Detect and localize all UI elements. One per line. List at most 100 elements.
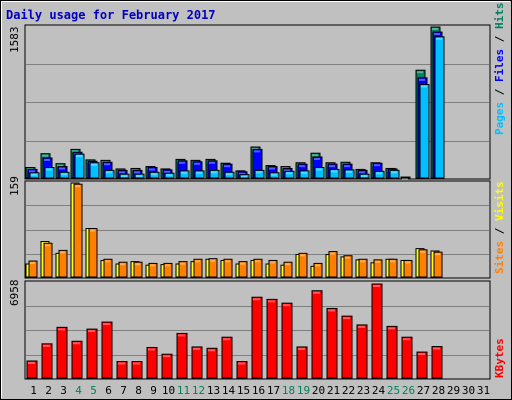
bar-sites-day-1-shine [30, 262, 35, 265]
bar-pages-day-7 [119, 173, 130, 179]
bar-kbytes-day-13 [206, 347, 218, 379]
bar-kbytes-day-16-shine [253, 298, 260, 301]
bar-files-day-23-shine [359, 171, 365, 174]
bar-kbytes-day-16 [251, 296, 263, 379]
bar-sites-day-13-body [208, 258, 218, 278]
bar-files-day-19-shine [299, 165, 305, 168]
bar-sites-day-7-shine [120, 263, 125, 266]
bar-sites-day-19-body [298, 252, 308, 278]
bar-files-day-11-shine [179, 161, 185, 164]
bar-pages-day-15 [239, 174, 250, 179]
bar-kbytes-day-10-body [161, 353, 173, 379]
bar-files-day-21-shine [329, 165, 335, 168]
bar-kbytes-day-5-body [86, 328, 98, 379]
bar-sites-day-21-shine [330, 252, 335, 255]
x-label-day-8: 8 [135, 384, 142, 397]
bar-pages-day-25-body [389, 169, 400, 179]
bar-pages-day-12 [194, 170, 205, 179]
bar-kbytes-day-8-shine [133, 362, 140, 365]
x-label-day-4: 4 [75, 384, 82, 397]
bar-kbytes-day-7 [116, 361, 128, 379]
bar-sites-day-8-body [133, 261, 143, 278]
bar-files-day-10-shine [164, 170, 170, 173]
bar-sites-day-12 [193, 258, 203, 278]
bar-pages-day-28-shine [436, 37, 442, 40]
bar-kbytes-day-17-shine [268, 300, 275, 303]
bar-hits-day-26 [400, 176, 411, 181]
bar-pages-day-3-shine [61, 173, 67, 176]
legend-sites: Sites [493, 241, 506, 274]
bar-sites-day-10-shine [165, 264, 170, 267]
bar-kbytes-day-6 [101, 321, 113, 379]
x-label-day-5: 5 [90, 384, 97, 397]
bar-files-day-14-shine [224, 165, 230, 168]
bar-sites-day-4-shine [75, 185, 80, 188]
bar-sites-day-28 [433, 251, 443, 278]
bar-pages-day-3 [59, 171, 70, 179]
bar-sites-day-11-body [178, 261, 188, 278]
bar-sites-day-22-body [343, 255, 353, 278]
bar-kbytes-day-25-shine [388, 327, 395, 330]
bar-kbytes-day-14 [221, 336, 233, 379]
x-label-day-27: 27 [417, 384, 430, 397]
bar-pages-day-24 [374, 170, 385, 179]
bar-sites-day-6-body [103, 258, 113, 278]
bar-pages-day-16 [254, 169, 265, 179]
bar-sites-day-23-shine [360, 260, 365, 263]
bar-pages-day-3-body [59, 171, 70, 179]
bar-sites-day-4-body [73, 183, 83, 278]
bar-sites-day-5 [88, 228, 98, 278]
bar-kbytes-day-27-body [416, 351, 428, 379]
bar-kbytes-day-21-shine [328, 309, 335, 312]
bar-kbytes-day-21 [326, 307, 338, 379]
bar-pages-day-17 [269, 172, 280, 179]
bar-pages-day-20 [314, 167, 325, 179]
bar-kbytes-day-6-shine [103, 323, 110, 326]
bar-kbytes-day-28-shine [433, 347, 440, 350]
bar-sites-day-5-body [88, 228, 98, 278]
bar-kbytes-day-28 [431, 346, 443, 379]
x-label-day-28: 28 [432, 384, 445, 397]
bar-kbytes-day-24-body [371, 283, 383, 379]
x-label-day-19: 19 [297, 384, 310, 397]
bar-kbytes-day-19-body [296, 346, 308, 379]
x-label-day-14: 14 [222, 384, 236, 397]
bar-pages-day-18-body [284, 170, 295, 179]
bar-pages-day-19-body [299, 170, 310, 179]
bar-kbytes-day-3-shine [58, 328, 65, 331]
bar-pages-day-14 [224, 171, 235, 179]
bar-sites-day-6-shine [105, 260, 110, 263]
bar-sites-day-18-body [283, 261, 293, 278]
bar-kbytes-day-9-shine [148, 348, 155, 351]
bar-kbytes-day-20-body [311, 290, 323, 379]
bar-sites-day-3-shine [60, 251, 65, 254]
legend-sep-2: / [493, 29, 506, 49]
bar-kbytes-day-25-body [386, 325, 398, 379]
bar-kbytes-day-23 [356, 324, 368, 379]
bar-sites-day-23-body [358, 258, 368, 278]
bar-pages-day-12-body [194, 170, 205, 179]
bar-kbytes-day-8 [131, 361, 143, 379]
bar-pages-day-15-body [239, 174, 250, 179]
bar-pages-day-6 [104, 169, 115, 179]
bar-pages-day-12-shine [196, 171, 202, 174]
bar-files-day-22-shine [344, 165, 350, 168]
bar-pages-day-17-body [269, 172, 280, 179]
bar-kbytes-day-17 [266, 298, 278, 379]
bar-kbytes-day-11-shine [178, 334, 185, 337]
x-label-day-20: 20 [312, 384, 325, 397]
bar-sites-day-20-body [313, 262, 323, 278]
bar-files-day-9-shine [149, 168, 155, 171]
bar-kbytes-day-10-shine [163, 355, 170, 358]
bar-sites-day-19-shine [300, 254, 305, 257]
bar-kbytes-day-9 [146, 346, 158, 379]
bar-pages-day-2 [44, 167, 55, 179]
bar-pages-day-20-shine [316, 168, 322, 171]
bar-sites-day-8-shine [135, 263, 140, 266]
bar-kbytes-day-22-shine [343, 317, 350, 320]
bar-pages-day-19 [299, 170, 310, 179]
bar-kbytes-day-14-shine [223, 338, 230, 341]
bar-kbytes-day-4-body [71, 340, 83, 379]
bar-hits-day-3-shine [57, 164, 63, 167]
bar-kbytes-day-27 [416, 351, 428, 379]
